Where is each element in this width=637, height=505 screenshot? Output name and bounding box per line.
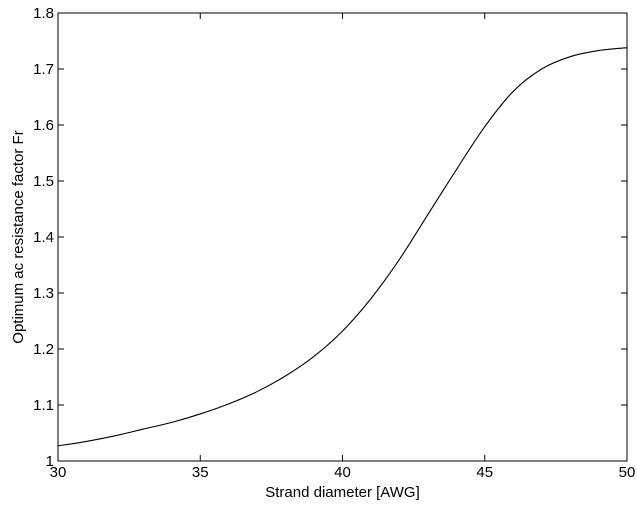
- y-axis-label: Optimum ac resistance factor Fr: [10, 130, 27, 343]
- plot-area: [57, 12, 628, 462]
- y-tick-label: 1.1: [33, 397, 54, 414]
- x-tick-label: 35: [192, 464, 209, 481]
- x-axis-label: Strand diameter [AWG]: [265, 484, 420, 501]
- y-tick-label: 1: [46, 453, 54, 470]
- y-tick-label: 1.2: [33, 341, 54, 358]
- y-tick-label: 1.8: [33, 5, 54, 22]
- axis-ticks: 30 35 40 45 50 1 1.1 1.2 1.3 1.4 1.5 1.6 1.7 1.8: [33, 5, 635, 481]
- y-tick-label: 1.3: [33, 285, 54, 302]
- y-tick-label: 1.5: [33, 173, 54, 190]
- x-tick-label: 45: [476, 464, 493, 481]
- x-tick-label: 40: [334, 464, 351, 481]
- series-group: [57, 47, 628, 447]
- x-tick-label: 50: [619, 464, 636, 481]
- series-line: [57, 47, 628, 447]
- y-tick-label: 1.7: [33, 61, 54, 78]
- y-tick-label: 1.6: [33, 117, 54, 134]
- x-tick-label: 30: [50, 464, 67, 481]
- y-tick-label: 1.4: [33, 229, 54, 246]
